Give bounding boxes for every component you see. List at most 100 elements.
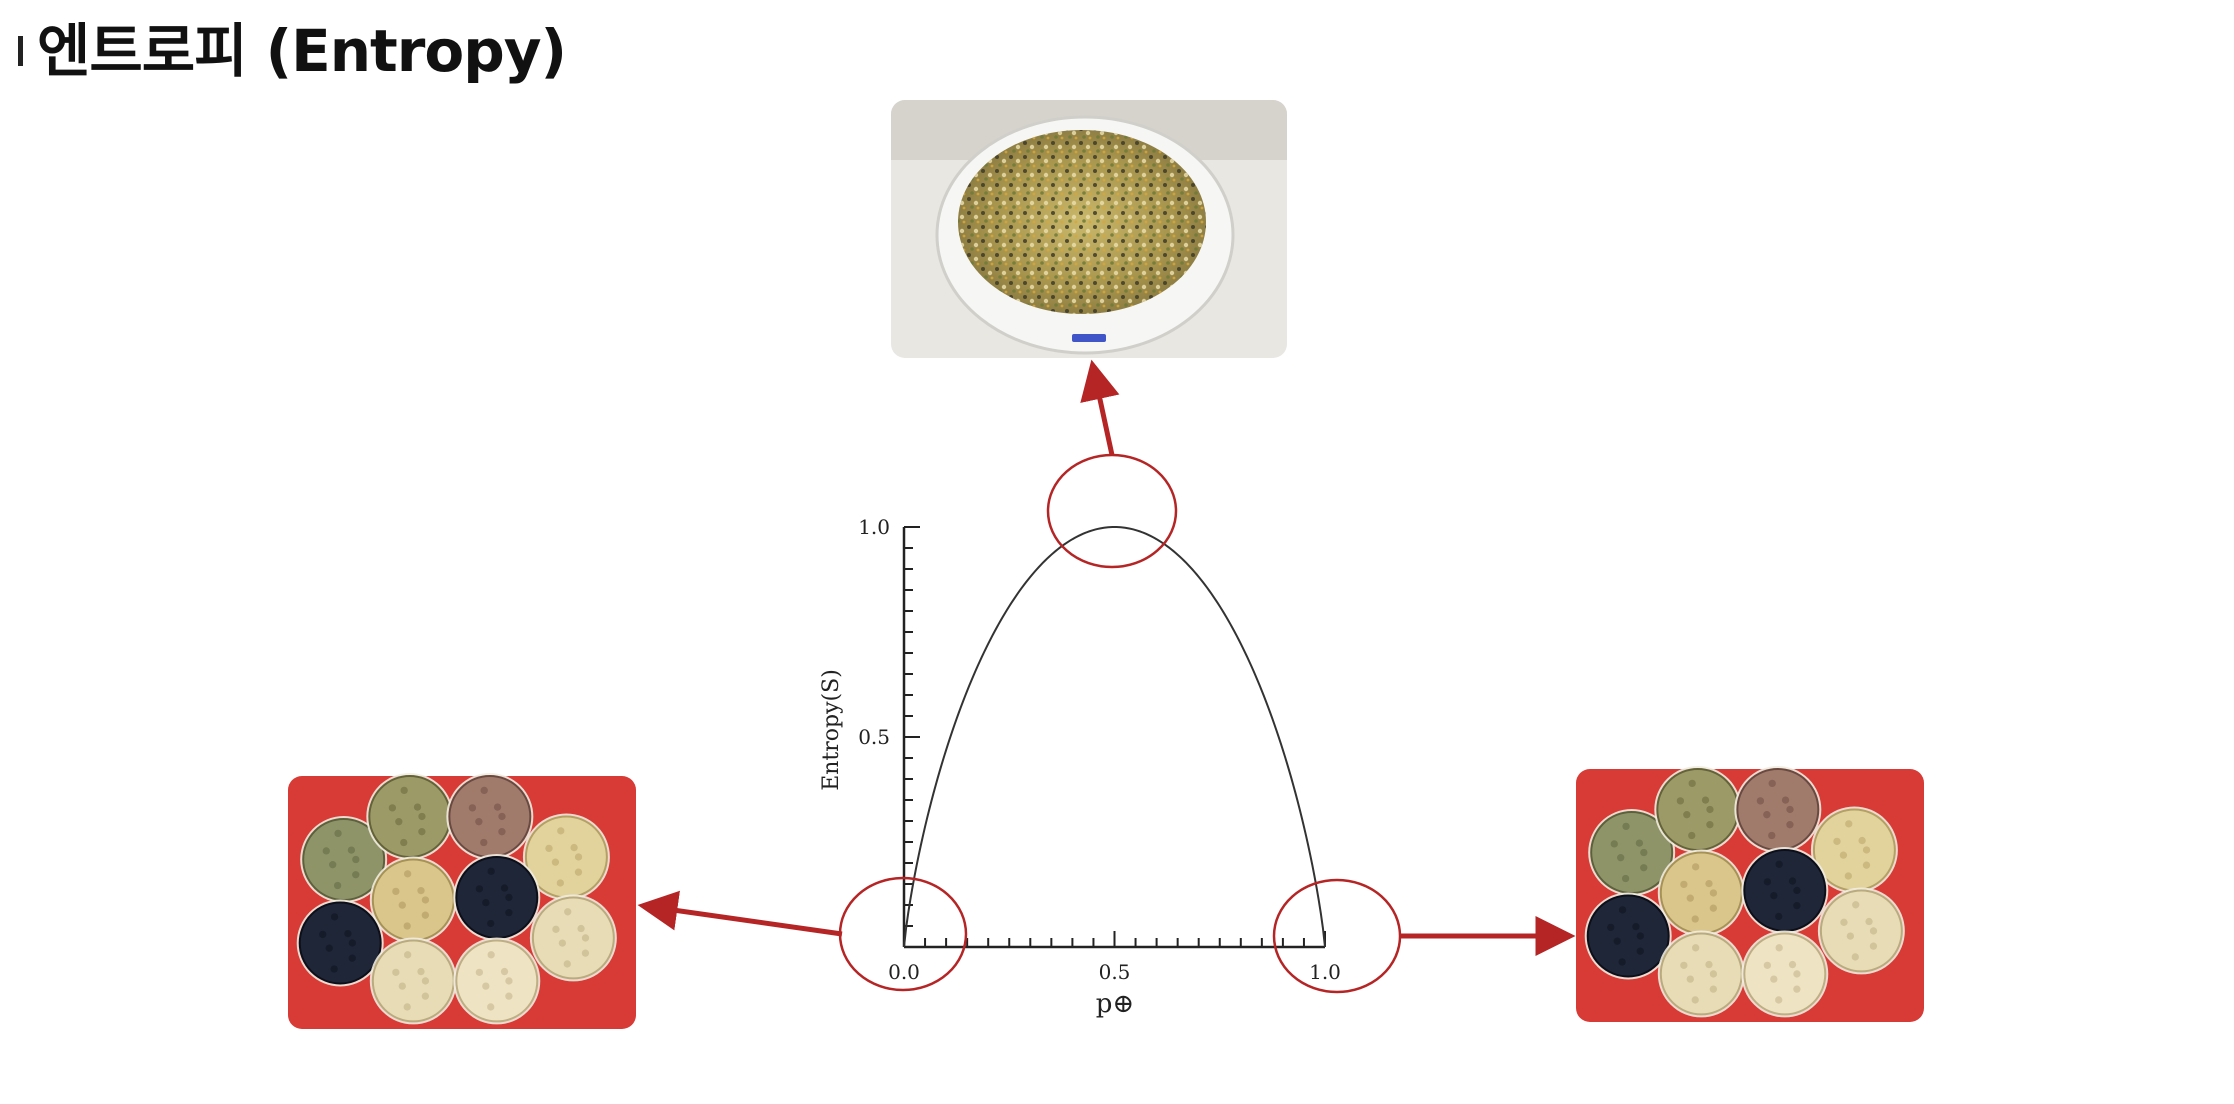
x-tick-label: 0.5 xyxy=(1099,960,1131,984)
grain-texture xyxy=(1846,932,1855,940)
grain-texture xyxy=(581,934,590,942)
grain-texture xyxy=(505,992,513,1000)
grain-texture xyxy=(1852,901,1860,909)
grain-texture xyxy=(475,885,484,893)
grain-texture xyxy=(1640,864,1648,872)
grain-bowl xyxy=(1819,889,1903,973)
grain-texture xyxy=(1839,851,1848,859)
title-bullet xyxy=(18,35,23,66)
grain-texture xyxy=(348,939,356,947)
grain-texture xyxy=(1763,961,1772,969)
grain-texture xyxy=(551,858,560,866)
axis-ticks xyxy=(903,526,1326,948)
grain-texture xyxy=(1683,811,1691,819)
grain-texture xyxy=(421,896,430,904)
grain-texture xyxy=(421,911,430,919)
grain-texture xyxy=(1844,872,1852,880)
grain-bowl xyxy=(455,855,539,939)
grain-bowl xyxy=(371,858,455,942)
grain-texture xyxy=(1692,944,1700,952)
grain-texture xyxy=(574,868,583,876)
grain-texture xyxy=(498,828,506,836)
grain-texture xyxy=(1768,831,1776,840)
grain-bowl xyxy=(371,939,455,1023)
grain-texture xyxy=(417,886,425,895)
y-tick-label: 1.0 xyxy=(858,515,890,539)
grain-texture xyxy=(475,818,483,826)
grain-texture xyxy=(1775,860,1783,868)
grain-texture xyxy=(1692,863,1700,871)
grain-texture xyxy=(1709,970,1718,978)
grain-texture xyxy=(418,828,426,836)
grain-texture xyxy=(1610,840,1618,848)
grain-texture xyxy=(1770,891,1778,900)
grain-bowl xyxy=(368,775,452,858)
grain-texture xyxy=(1788,877,1797,885)
grain-texture xyxy=(403,922,411,930)
grain-texture xyxy=(344,929,352,938)
grain-texture xyxy=(1869,942,1878,950)
grain-texture xyxy=(482,982,490,990)
grain-texture xyxy=(1640,848,1648,857)
grain-texture xyxy=(352,855,360,864)
grain-texture xyxy=(1709,904,1718,912)
grain-texture xyxy=(1858,836,1866,845)
grain-texture xyxy=(1688,779,1696,788)
grain-texture xyxy=(500,884,509,892)
grain-texture xyxy=(500,967,509,976)
grain-texture xyxy=(417,967,425,976)
grain-texture xyxy=(333,881,342,890)
sorted-grains-tray-right-image xyxy=(1576,766,1924,1022)
highlight-ellipse-peak xyxy=(1046,453,1178,569)
grain-bowl xyxy=(1656,768,1740,851)
grain-texture xyxy=(392,887,400,896)
grain-texture xyxy=(1788,960,1797,969)
grain-texture xyxy=(403,1003,411,1011)
grain-texture xyxy=(1833,837,1841,846)
grain-texture xyxy=(421,992,430,1000)
grain-texture xyxy=(325,944,333,952)
entropy-chart: 0.0 0.5 1.0 0.5 1.0 Entropy(S) p⊕ xyxy=(819,515,1341,1019)
grain-texture xyxy=(1709,985,1718,993)
grain-texture xyxy=(1621,874,1630,883)
grain-texture xyxy=(400,838,408,847)
x-tick-label: 1.0 xyxy=(1309,960,1341,984)
grain-texture xyxy=(388,804,397,812)
grain-bowl xyxy=(1659,851,1743,935)
grain-texture xyxy=(1840,918,1848,926)
grain-texture xyxy=(556,879,564,887)
grain-texture xyxy=(330,913,339,921)
grain-texture xyxy=(1705,879,1713,888)
grain-texture xyxy=(334,829,342,838)
y-tick-label: 0.5 xyxy=(858,725,890,749)
grain-texture xyxy=(352,871,360,879)
grain-texture xyxy=(1768,779,1776,788)
grain-texture xyxy=(1691,996,1699,1004)
grain-texture xyxy=(1622,822,1630,831)
grain-texture xyxy=(392,968,400,976)
grain-texture xyxy=(1701,796,1710,804)
grain-texture xyxy=(1756,797,1765,805)
grain-texture xyxy=(1763,811,1771,819)
grain-texture xyxy=(319,930,327,939)
arrow-to-sorted-left xyxy=(637,890,843,937)
grain-texture xyxy=(552,925,560,933)
grain-texture xyxy=(487,919,495,928)
grain-bowl xyxy=(1659,932,1743,1016)
grain-texture xyxy=(395,818,403,826)
grain-texture xyxy=(570,843,578,852)
grain-texture xyxy=(1706,805,1714,814)
entropy-curve xyxy=(903,525,1326,948)
arrow-to-mixed-grains xyxy=(1080,359,1120,456)
grain-bowl xyxy=(1736,768,1820,851)
grain-bowl xyxy=(448,775,532,858)
grain-texture xyxy=(1793,970,1801,978)
grain-texture xyxy=(400,786,408,795)
grain-texture xyxy=(1851,953,1859,961)
grain-texture xyxy=(493,803,502,811)
grain-texture xyxy=(1636,947,1644,955)
grain-texture xyxy=(404,951,412,959)
grain-texture xyxy=(1845,820,1853,828)
grain-texture xyxy=(482,898,490,907)
grain-texture xyxy=(398,901,406,909)
